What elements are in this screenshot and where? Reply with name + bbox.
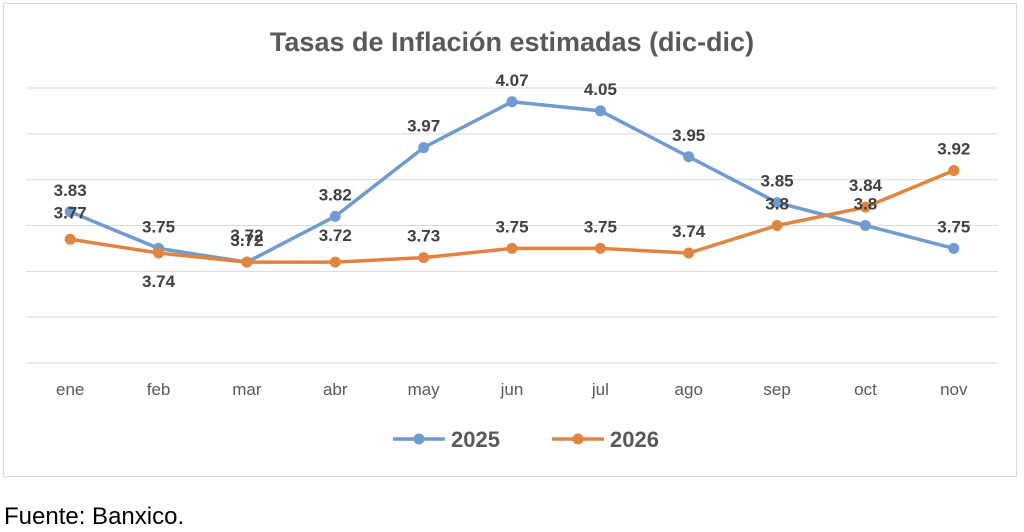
x-tick-label: oct — [854, 380, 877, 399]
x-tick-label: feb — [147, 380, 171, 399]
legend-label-2026: 2026 — [610, 427, 659, 452]
data-label-2026: 3.77 — [54, 203, 87, 222]
data-label-2025: 3.83 — [54, 181, 87, 200]
legend-marker-2025 — [413, 433, 425, 445]
x-tick-label: sep — [763, 380, 790, 399]
x-tick-label: may — [408, 380, 441, 399]
data-point-2026 — [153, 247, 165, 259]
source-note: Fuente: Banxico. — [4, 503, 185, 530]
data-point-2025 — [329, 210, 341, 222]
data-label-2026: 3.74 — [672, 222, 706, 241]
data-point-2026 — [683, 247, 695, 259]
data-label-2025: 3.85 — [761, 172, 794, 191]
data-label-2026: 3.74 — [142, 272, 176, 291]
legend-label-2025: 2025 — [451, 427, 500, 452]
data-point-2026 — [329, 256, 341, 268]
data-label-2026: 3.92 — [937, 140, 970, 159]
data-label-2026: 3.73 — [407, 227, 440, 246]
data-point-2025 — [418, 142, 430, 154]
x-tick-label: nov — [940, 380, 968, 399]
data-point-2025 — [594, 105, 606, 117]
data-point-2025 — [64, 206, 76, 218]
chart-title: Tasas de Inflación estimadas (dic-dic) — [270, 27, 754, 57]
data-point-2025 — [948, 242, 960, 254]
x-tick-label: abr — [323, 380, 348, 399]
x-tick-label: ene — [56, 380, 84, 399]
data-label-2025: 4.05 — [584, 80, 617, 99]
data-label-2026: 3.8 — [765, 195, 789, 214]
data-label-2025: 3.82 — [319, 185, 352, 204]
x-tick-label: ago — [675, 380, 703, 399]
x-tick-label: mar — [232, 380, 262, 399]
data-label-2025: 3.75 — [937, 217, 970, 236]
legend-marker-2026 — [572, 433, 584, 445]
data-point-2025 — [506, 96, 518, 108]
chart-frame — [3, 3, 1017, 477]
x-tick-label: jul — [591, 380, 609, 399]
data-label-2026: 3.72 — [319, 226, 352, 245]
data-label-2025: 3.8 — [854, 195, 878, 214]
data-label-2026: 3.75 — [495, 217, 528, 236]
series-line-2025 — [69, 100, 955, 264]
data-point-2026 — [506, 242, 518, 254]
x-tick-label: jun — [500, 380, 524, 399]
data-point-2026 — [859, 201, 871, 213]
data-label-2025: 4.07 — [495, 71, 528, 90]
data-label-2025: 3.72 — [230, 231, 263, 250]
data-point-2025 — [683, 151, 695, 163]
data-label-2025: 3.97 — [407, 117, 440, 136]
data-label-2026: 3.72 — [230, 226, 263, 245]
data-point-2026 — [64, 233, 76, 245]
data-point-2026 — [241, 256, 253, 268]
data-label-2026: 3.84 — [849, 176, 883, 195]
data-point-2025 — [859, 220, 871, 231]
data-point-2026 — [594, 242, 606, 254]
data-point-2026 — [418, 252, 430, 264]
data-point-2026 — [771, 220, 783, 231]
data-label-2025: 3.75 — [142, 217, 175, 236]
data-label-2026: 3.75 — [584, 217, 617, 236]
line-chart: Tasas de Inflación estimadas (dic-dic) en… — [26, 27, 998, 452]
data-label-2025: 3.95 — [672, 126, 705, 145]
data-point-2026 — [948, 165, 960, 176]
data-point-2025 — [771, 197, 783, 209]
